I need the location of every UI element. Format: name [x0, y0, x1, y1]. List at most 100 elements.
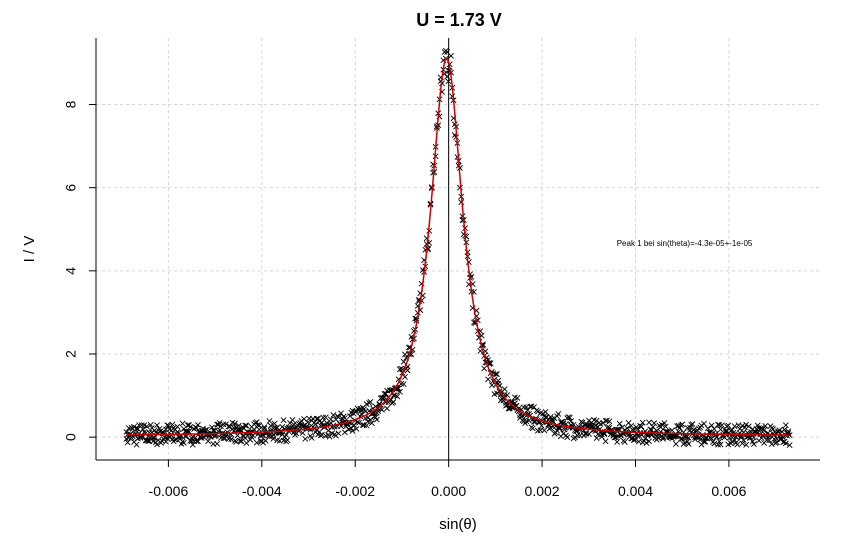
data-point	[284, 437, 291, 444]
data-point	[715, 441, 721, 448]
data-point	[255, 422, 261, 428]
data-point	[318, 431, 325, 438]
data-point	[335, 414, 342, 420]
data-point	[147, 421, 154, 428]
data-point	[564, 434, 571, 441]
data-point	[568, 418, 575, 424]
data-point	[464, 249, 471, 256]
data-point	[648, 427, 655, 433]
data-point	[261, 424, 268, 430]
data-point	[716, 422, 723, 428]
data-point	[766, 437, 773, 444]
data-point	[349, 428, 356, 434]
x-tick-label: 0.004	[618, 483, 653, 499]
data-point	[632, 436, 638, 443]
x-ticks: -0.006 -0.004 -0.002 0.000 0.002 0.004 0.006	[149, 460, 747, 499]
data-point	[621, 438, 628, 445]
data-point	[216, 427, 223, 433]
data-point	[220, 421, 227, 428]
data-point	[772, 440, 779, 446]
data-point	[448, 52, 454, 59]
data-point	[143, 423, 150, 430]
data-point	[494, 371, 500, 378]
data-point	[326, 433, 333, 440]
data-point	[216, 419, 223, 426]
y-tick-label: 4	[63, 267, 79, 275]
data-point	[561, 426, 568, 433]
data-point	[256, 426, 263, 433]
y-axis-title: I / V	[21, 236, 38, 263]
data-point	[593, 435, 600, 441]
data-point	[614, 439, 621, 445]
data-point	[154, 422, 160, 429]
x-tick-label: 0.006	[711, 483, 746, 499]
data-point	[318, 419, 325, 426]
data-point	[750, 441, 757, 447]
x-axis-title: sin(θ)	[439, 516, 477, 533]
data-point	[763, 437, 770, 443]
data-point	[242, 422, 249, 429]
data-point	[384, 405, 390, 412]
data-point	[396, 388, 403, 395]
data-point	[257, 437, 264, 444]
data-point	[689, 421, 696, 427]
data-point	[687, 424, 693, 431]
data-point	[133, 425, 140, 432]
data-point	[711, 440, 718, 447]
data-point	[487, 360, 494, 367]
data-point	[169, 421, 176, 428]
data-point	[341, 429, 348, 436]
data-point	[634, 426, 641, 433]
data-point	[611, 434, 618, 441]
data-point	[501, 386, 508, 393]
y-tick-label: 6	[63, 184, 79, 192]
data-point	[243, 422, 250, 429]
data-point	[782, 440, 789, 447]
data-point	[572, 434, 578, 441]
data-point	[606, 418, 613, 425]
data-point	[174, 423, 181, 430]
data-point	[209, 424, 215, 431]
data-point	[718, 422, 725, 429]
data-point	[364, 418, 371, 425]
data-point	[368, 420, 375, 427]
x-tick-label: -0.006	[149, 483, 189, 499]
data-point	[258, 432, 265, 438]
data-point	[750, 434, 757, 441]
x-tick-label: -0.004	[242, 483, 282, 499]
data-point	[320, 414, 327, 421]
data-point	[573, 427, 580, 434]
data-point	[701, 438, 707, 445]
data-point	[785, 428, 792, 435]
data-point	[603, 428, 610, 435]
data-point	[262, 437, 269, 444]
data-point	[786, 442, 793, 449]
data-point	[237, 437, 244, 444]
data-point	[570, 421, 577, 428]
data-point	[717, 441, 724, 448]
data-point	[280, 417, 287, 424]
data-point	[646, 438, 652, 445]
data-point	[138, 422, 145, 429]
x-tick-label: -0.002	[335, 483, 375, 499]
data-point	[400, 381, 407, 387]
data-point	[205, 438, 212, 445]
data-point	[347, 413, 353, 420]
data-point	[531, 404, 537, 410]
data-point	[651, 420, 658, 427]
data-point	[669, 427, 675, 434]
data-point	[165, 422, 172, 429]
data-point	[602, 438, 609, 445]
data-point	[404, 367, 411, 374]
data-point	[643, 440, 650, 446]
data-point	[367, 416, 374, 423]
data-point	[500, 395, 507, 401]
data-point	[330, 412, 337, 418]
data-point	[761, 427, 767, 434]
data-point	[154, 441, 160, 448]
data-point	[304, 419, 311, 426]
data-point	[180, 439, 187, 446]
data-point	[494, 390, 500, 397]
data-point	[308, 434, 315, 441]
data-point	[267, 422, 274, 429]
